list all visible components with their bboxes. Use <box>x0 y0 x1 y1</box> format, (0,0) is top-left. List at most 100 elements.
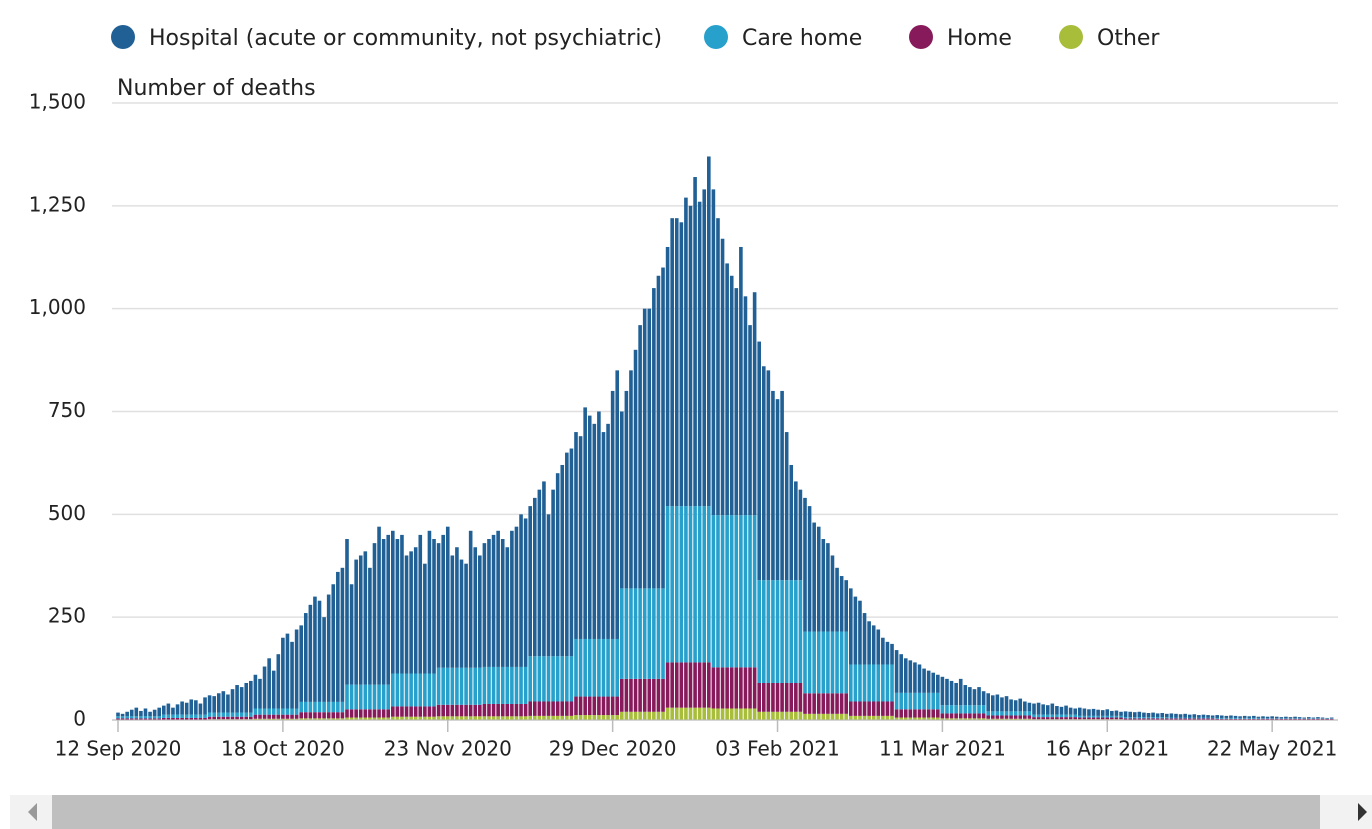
bar-segment <box>1206 717 1210 719</box>
bar-segment <box>377 684 381 710</box>
bar-segment <box>977 705 981 714</box>
bar-segment <box>491 716 496 720</box>
bar-segment <box>707 156 711 507</box>
bar-segment <box>317 600 322 702</box>
bar-segment <box>455 716 459 720</box>
bar-segment <box>844 713 849 720</box>
bar-segment <box>1032 703 1036 715</box>
bar-segment <box>812 713 816 720</box>
bar-segment <box>358 709 363 718</box>
bar-segment <box>1293 716 1297 719</box>
bar-segment <box>171 717 175 720</box>
bar-segment <box>546 656 551 702</box>
bar-segment <box>505 547 510 667</box>
bar-segment <box>221 712 226 717</box>
bar-segment <box>1050 717 1055 720</box>
bar-segment <box>945 678 949 706</box>
bar-segment <box>290 714 294 719</box>
bar-segment <box>629 370 633 589</box>
bar-segment <box>702 506 707 663</box>
bar-segment <box>271 708 276 715</box>
scroll-right-arrow[interactable] <box>1358 803 1367 821</box>
bar-segment <box>189 714 194 718</box>
bar-segment <box>551 489 555 657</box>
bar-segment <box>807 693 812 714</box>
y-tick-label: 750 <box>48 398 86 422</box>
scroll-left-arrow[interactable] <box>28 803 37 821</box>
bar-segment <box>803 713 807 720</box>
bar-segment <box>821 713 826 720</box>
bar-segment <box>936 692 940 710</box>
bar-segment <box>633 711 638 720</box>
bar-segment <box>876 701 881 716</box>
bar-segment <box>775 399 780 581</box>
bar-segment <box>134 716 139 719</box>
bar-segment <box>652 588 656 679</box>
bar-segment <box>1151 712 1155 718</box>
bar-segment <box>684 707 688 720</box>
bar-segment <box>239 716 244 720</box>
bar-segment <box>1059 706 1064 715</box>
bar-segment <box>1274 716 1279 719</box>
bar-segment <box>592 638 597 697</box>
bar-segment <box>789 464 794 581</box>
bar-segment <box>281 714 285 719</box>
bar-segment <box>230 712 235 717</box>
bar-segment <box>995 718 1000 720</box>
bar-segment <box>812 522 816 632</box>
bar-segment <box>633 588 638 679</box>
bar-segment <box>1247 716 1252 718</box>
bar-segment <box>1123 718 1128 720</box>
scrollbar[interactable] <box>10 795 1372 829</box>
bar-segment <box>931 717 936 720</box>
bar-segment <box>166 714 171 718</box>
bar-segment <box>716 218 720 516</box>
bar-segment <box>1256 717 1261 719</box>
bar-segment <box>871 664 876 702</box>
bar-segment <box>404 706 409 717</box>
bar-segment <box>303 718 308 720</box>
bar-segment <box>780 711 784 720</box>
bar-segment <box>858 600 862 665</box>
bar-segment <box>688 662 693 708</box>
bar-segment <box>189 717 194 720</box>
bar-segment <box>285 708 290 715</box>
bar-segment <box>670 662 674 708</box>
bar-segment <box>881 664 885 702</box>
bar-segment <box>835 631 839 694</box>
bar-segment <box>331 718 336 720</box>
bar-segment <box>743 515 748 668</box>
bar-segment <box>702 707 707 720</box>
bar-segment <box>505 716 510 720</box>
bar-segment <box>207 695 212 713</box>
bar-segment <box>1119 711 1123 716</box>
bar-segment <box>1100 715 1105 718</box>
bar-segment <box>134 718 139 720</box>
bar-segment <box>1325 718 1329 720</box>
bar-segment <box>1082 715 1087 718</box>
bar-segment <box>1036 714 1041 718</box>
bar-segment <box>528 656 532 702</box>
bar-segment <box>679 707 684 720</box>
bar-segment <box>1114 710 1119 716</box>
bar-segment <box>162 714 166 718</box>
bar-segment <box>372 543 377 685</box>
bar-segment <box>404 673 409 707</box>
bar-segment <box>853 596 858 665</box>
scroll-thumb[interactable] <box>52 795 1320 829</box>
bar-segment <box>748 325 752 516</box>
bar-segment <box>615 370 620 639</box>
x-tick-label: 18 Oct 2020 <box>221 737 345 761</box>
bar-segment <box>532 656 537 702</box>
bar-segment <box>294 708 299 715</box>
bar-segment <box>922 717 926 720</box>
bar-segment <box>1087 715 1091 718</box>
bar-segment <box>830 693 835 714</box>
bar-segment <box>308 712 313 719</box>
bar-segment <box>478 667 482 705</box>
bar-segment <box>743 667 748 709</box>
x-tick-label: 16 Apr 2021 <box>1045 737 1169 761</box>
bar-segment <box>903 658 908 693</box>
bar-segment <box>871 701 876 716</box>
bar-segment <box>757 341 761 581</box>
